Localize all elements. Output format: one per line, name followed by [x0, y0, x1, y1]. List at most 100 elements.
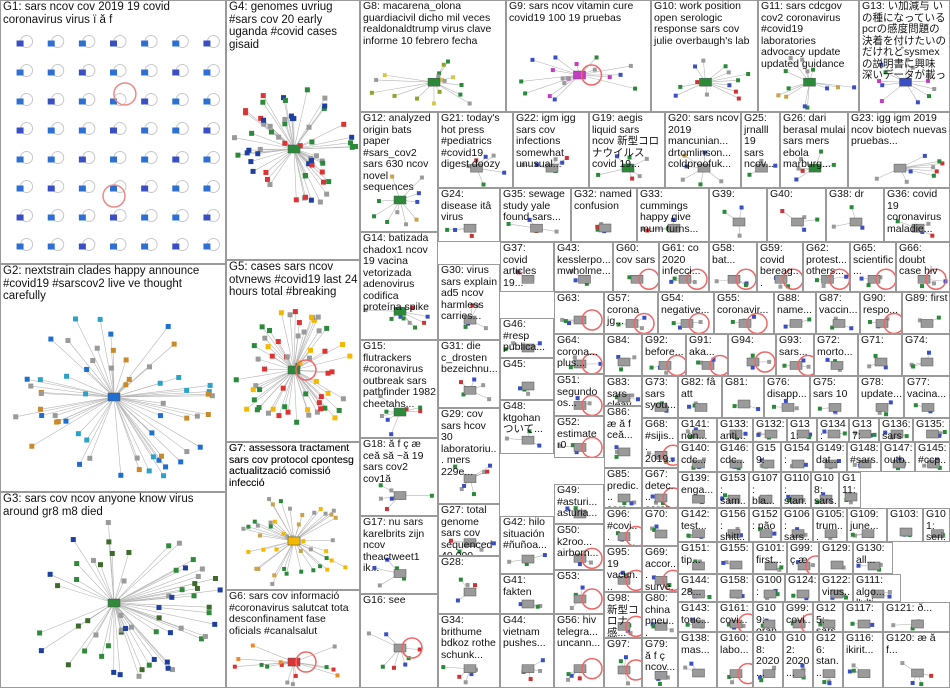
group-cell-g33[interactable]: G33: cummings happy give mum turns... [637, 188, 709, 242]
group-cell-g39[interactable]: G39: [709, 188, 767, 242]
group-cell-g108[interactable]: G108: sars... [811, 472, 839, 508]
group-cell-g91[interactable]: G91: aka... [686, 334, 728, 376]
group-cell-g133[interactable]: G133: anti... [717, 418, 753, 442]
group-cell-g23[interactable]: G23: igg igm 2019 ncov biotech nuevas pr… [848, 112, 950, 188]
group-cell-g66[interactable]: G66: doubt case hiv [896, 242, 950, 292]
group-cell-g105[interactable]: G105: trum... [813, 508, 847, 542]
group-cell-g11[interactable]: G11: sars cdcgov cov2 coronavirus #covid… [758, 0, 859, 112]
group-cell-g35[interactable]: G35: sewage study yale found sars... [500, 188, 571, 242]
group-cell-g53[interactable]: G53: [554, 570, 604, 614]
group-cell-g139[interactable]: G139: enga... [678, 472, 717, 508]
group-cell-g14[interactable]: G14: batizada chadox1 ncov 19 vacina vet… [360, 232, 438, 340]
group-cell-g52[interactable]: G52: estimate r0 [554, 416, 604, 458]
group-cell-g26[interactable]: G26: dari berasal mulai sars mers ebola … [780, 112, 848, 188]
group-cell-g99b[interactable]: G99: covi... [783, 602, 813, 632]
group-cell-g69[interactable]: G69: accor... surve... [642, 546, 678, 592]
group-cell-g29[interactable]: G29: cov sars hcov 30 laboratoriu... mer… [438, 408, 500, 504]
group-cell-g24[interactable]: G24: disease itâ virus [438, 188, 500, 242]
group-cell-g161[interactable]: G161: covi... [717, 602, 753, 632]
group-cell-g151[interactable]: G151: tip... [678, 542, 717, 574]
group-cell-g98[interactable]: G98: 新型コ ロナ感... [604, 592, 642, 638]
group-cell-g84[interactable]: G84: [604, 334, 642, 376]
group-cell-g156[interactable]: G156: shitt... [717, 508, 749, 542]
group-cell-g8[interactable]: G8: macarena_olona guardiacivil dicho mi… [360, 0, 506, 112]
group-cell-g132[interactable]: G132: [753, 418, 787, 442]
group-cell-g19[interactable]: G19: aegis liquid sars ncov 新型コロ ナウイルス c… [589, 112, 665, 188]
group-cell-g17[interactable]: G17: nu sars karelbrits zijn ncov theact… [360, 516, 438, 594]
group-cell-g36[interactable]: G36: covid 19 coronavirus maladie... [884, 188, 950, 242]
group-cell-g121[interactable]: G121: ð... [883, 602, 950, 632]
group-cell-g22[interactable]: G22: igm igg sars cov infections somewha… [513, 112, 589, 188]
group-cell-g106[interactable]: G106: sars... [781, 508, 813, 542]
group-cell-g148[interactable]: G148: #sars... [847, 442, 881, 472]
group-cell-g145[interactable]: G145: #ccp... [915, 442, 950, 472]
group-cell-g74[interactable]: G74: [902, 334, 950, 376]
group-cell-g56[interactable]: G56: hiv telegra... uncann... [554, 614, 604, 688]
group-cell-g32[interactable]: G32: named confusion [571, 188, 637, 242]
group-cell-g78[interactable]: G78: update... [858, 376, 904, 418]
group-cell-g48[interactable]: G48: ktgohan ついて... [500, 400, 554, 454]
group-cell-g137[interactable]: G137: [849, 418, 879, 442]
group-cell-g90[interactable]: G90: respo... [860, 292, 902, 334]
group-cell-g120[interactable]: G120: æ ă f... [883, 632, 950, 688]
group-cell-g131[interactable]: G131: [787, 418, 817, 442]
group-cell-g111b[interactable]: G111: algo... l'ulti... [853, 574, 901, 602]
group-cell-g94[interactable]: G94: [728, 334, 776, 376]
group-cell-g75[interactable]: G75: sars 10 [810, 376, 858, 418]
group-cell-g108b[interactable]: G108: 2020... [753, 632, 783, 688]
group-cell-g46[interactable]: G46: #resp publica... [500, 318, 554, 358]
group-cell-g20[interactable]: G20: sars ncov 2019 mancunian... drtomli… [665, 112, 741, 188]
group-cell-g141[interactable]: G141: non... [678, 418, 717, 442]
group-cell-g60[interactable]: G60: cov sars [613, 242, 659, 292]
group-cell-g125[interactable]: G125: sars... [813, 602, 843, 632]
group-cell-g3[interactable]: G3: sars cov ncov anyone know virus arou… [0, 492, 226, 688]
group-cell-g73[interactable]: G73: sars syou... [642, 376, 678, 418]
group-cell-g130[interactable]: G130: all... [853, 542, 893, 574]
group-cell-g21[interactable]: G21: today's hot press #pediatrics #covi… [438, 112, 513, 188]
group-cell-g49[interactable]: G49: #asturi... asturia... [554, 484, 604, 524]
group-cell-g64[interactable]: G64: corona... plus... [554, 334, 604, 374]
group-cell-g129[interactable]: G129: [819, 542, 853, 574]
group-cell-g63[interactable]: G63: [554, 292, 604, 334]
group-cell-g10[interactable]: G10: work position open serologic respon… [651, 0, 758, 112]
group-cell-g146[interactable]: G146: cdc... [717, 442, 753, 472]
group-cell-g87[interactable]: G87: vaccin... [816, 292, 860, 334]
group-cell-g61[interactable]: G61: co 2020 infecci... [659, 242, 709, 292]
group-cell-g135[interactable]: G135: [913, 418, 950, 442]
group-cell-g28[interactable]: G28: [438, 556, 500, 614]
group-cell-g111[interactable]: G111: [839, 472, 861, 508]
group-cell-g117[interactable]: G117: [843, 602, 883, 632]
group-cell-g51[interactable]: G51: segundo os... [554, 374, 604, 416]
group-cell-g86[interactable]: G86: æ ă f ceă... [604, 406, 642, 468]
group-cell-g103[interactable]: G103: [887, 508, 923, 542]
group-cell-g34[interactable]: G34: brithume bdkoz rothe schunk... [438, 614, 500, 688]
group-cell-g41[interactable]: G41: fakten [500, 574, 554, 614]
group-cell-g160[interactable]: G160: labo... [717, 632, 753, 688]
group-cell-g15[interactable]: G15: flutrackers #coronavirus outbreak s… [360, 340, 438, 438]
group-cell-g144[interactable]: G144: 28... [678, 574, 717, 602]
group-cell-g88[interactable]: G88: name... [774, 292, 816, 334]
group-cell-g109b[interactable]: G109: oran... [753, 602, 783, 632]
group-cell-g93[interactable]: G93: sars... [776, 334, 814, 376]
group-cell-g143[interactable]: G143: touc... [678, 602, 717, 632]
group-cell-g67[interactable]: G67: detec... corona... [642, 468, 678, 508]
group-cell-g96[interactable]: G96: #covi... actual... [604, 508, 642, 546]
group-cell-g158[interactable]: G158: [717, 574, 753, 602]
group-cell-g9[interactable]: G9: sars ncov vitamin cure covid19 100 1… [506, 0, 651, 112]
group-cell-g124[interactable]: G124: [785, 574, 819, 602]
group-cell-g18[interactable]: G18: ă f ç æ ceă să ~ă 19 sars cov2 cov1… [360, 438, 438, 516]
group-cell-g136[interactable]: G136: sars [879, 418, 913, 442]
group-cell-g12[interactable]: G12: analyzed origin bats paper #sars_co… [360, 112, 438, 232]
group-cell-g55[interactable]: G55: coronavir... [714, 292, 774, 334]
group-cell-g110[interactable]: G110: stan... [781, 472, 811, 508]
group-cell-g71[interactable]: G71: [858, 334, 902, 376]
group-cell-g126[interactable]: G126: stan... [813, 632, 843, 688]
group-cell-g85[interactable]: G85: predic... sars... [604, 468, 642, 508]
group-cell-g159[interactable]: G159: [753, 442, 781, 472]
group-cell-g62[interactable]: G62: protest... others... [803, 242, 850, 292]
group-cell-g40[interactable]: G40: [767, 188, 826, 242]
group-cell-g140[interactable]: G140: cdc... [678, 442, 717, 472]
group-cell-g37[interactable]: G37: covid articles 19... [500, 242, 554, 292]
group-cell-g95[interactable]: G95: 19 vacun... [604, 546, 642, 592]
group-cell-g81[interactable]: G81: [722, 376, 764, 418]
